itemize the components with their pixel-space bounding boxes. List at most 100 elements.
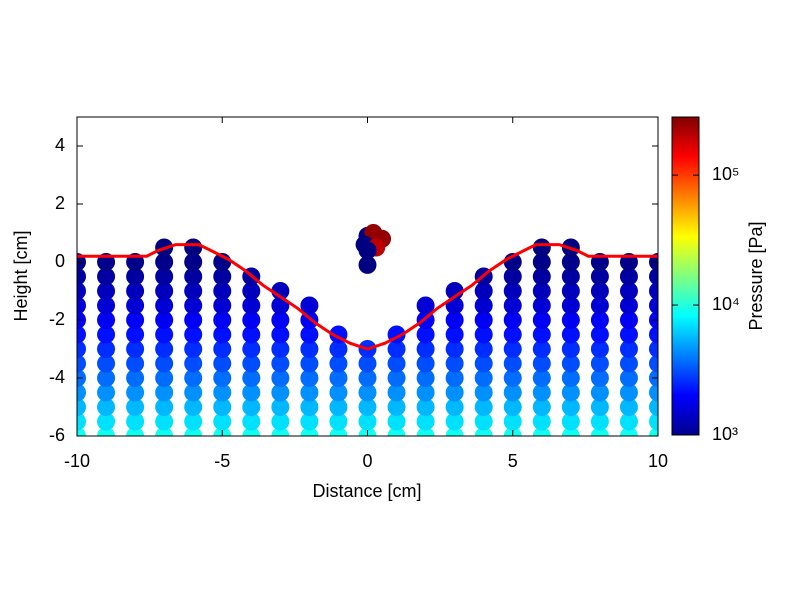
particle	[474, 398, 493, 416]
particle	[445, 311, 464, 329]
particle	[271, 398, 290, 416]
particle	[300, 340, 319, 358]
particle	[242, 340, 261, 358]
particle	[416, 398, 435, 416]
particle	[619, 354, 638, 373]
particle	[358, 383, 377, 402]
particle	[503, 325, 522, 344]
particle	[532, 369, 551, 387]
particle	[416, 383, 435, 402]
particle	[503, 311, 522, 329]
particle	[184, 325, 203, 344]
x-axis-label: Distance [cm]	[312, 481, 421, 501]
y-tick-label: -4	[49, 367, 65, 387]
particle	[213, 412, 232, 431]
particle	[619, 325, 638, 344]
particle	[474, 282, 493, 300]
particle	[590, 369, 609, 387]
particle	[300, 412, 319, 431]
particle	[271, 311, 290, 329]
particle	[271, 340, 290, 358]
particle	[619, 340, 638, 358]
particle	[561, 296, 580, 315]
particle	[155, 253, 174, 271]
particle	[387, 383, 406, 402]
particle	[329, 383, 348, 402]
particle	[532, 253, 551, 271]
particle	[213, 383, 232, 402]
particle	[532, 340, 551, 358]
particle	[300, 325, 319, 344]
particle	[271, 325, 290, 344]
particle	[649, 383, 658, 402]
x-tick-label: 10	[648, 451, 668, 471]
particle	[561, 325, 580, 344]
particle	[213, 398, 232, 416]
particle	[649, 398, 658, 416]
particle	[329, 354, 348, 373]
particle	[387, 369, 406, 387]
particle	[649, 412, 658, 431]
particle	[590, 340, 609, 358]
particle	[619, 267, 638, 286]
particle	[97, 282, 116, 300]
particle	[474, 354, 493, 373]
particle	[503, 383, 522, 402]
surface-line	[77, 243, 658, 351]
particle	[474, 340, 493, 358]
particle	[358, 398, 377, 416]
particle	[97, 354, 116, 373]
particle	[503, 354, 522, 373]
particle	[474, 412, 493, 431]
particle	[445, 325, 464, 344]
particle	[184, 383, 203, 402]
particle	[126, 398, 145, 416]
x-tick-label: 0	[362, 451, 372, 471]
particle	[532, 354, 551, 373]
particle	[300, 369, 319, 387]
particle	[503, 296, 522, 315]
particle	[619, 412, 638, 431]
particle	[649, 325, 658, 344]
colorbar	[671, 116, 700, 436]
particle	[532, 398, 551, 416]
particle	[242, 383, 261, 402]
particle	[213, 340, 232, 358]
particle	[561, 369, 580, 387]
particle	[503, 340, 522, 358]
particle	[358, 241, 377, 260]
particle	[416, 340, 435, 358]
particle	[126, 325, 145, 344]
particle	[649, 354, 658, 373]
particle	[77, 267, 86, 286]
particle	[97, 311, 116, 329]
particle	[184, 412, 203, 431]
particle	[184, 311, 203, 329]
particle	[77, 325, 86, 344]
particle	[445, 398, 464, 416]
particle	[126, 354, 145, 373]
particle	[184, 282, 203, 300]
particle	[77, 340, 86, 358]
particle	[213, 354, 232, 373]
particle	[532, 311, 551, 329]
particle	[445, 354, 464, 373]
particle	[590, 354, 609, 373]
particle	[619, 296, 638, 315]
particle	[184, 296, 203, 315]
particle	[358, 354, 377, 373]
particle	[155, 412, 174, 431]
particle	[242, 311, 261, 329]
particle	[503, 412, 522, 431]
particle	[387, 412, 406, 431]
particle	[532, 282, 551, 300]
particle	[213, 296, 232, 315]
particle	[532, 296, 551, 315]
particle	[387, 340, 406, 358]
particle	[126, 267, 145, 286]
particle	[590, 311, 609, 329]
particle	[213, 325, 232, 344]
particle	[126, 340, 145, 358]
particle	[561, 354, 580, 373]
particle	[474, 369, 493, 387]
